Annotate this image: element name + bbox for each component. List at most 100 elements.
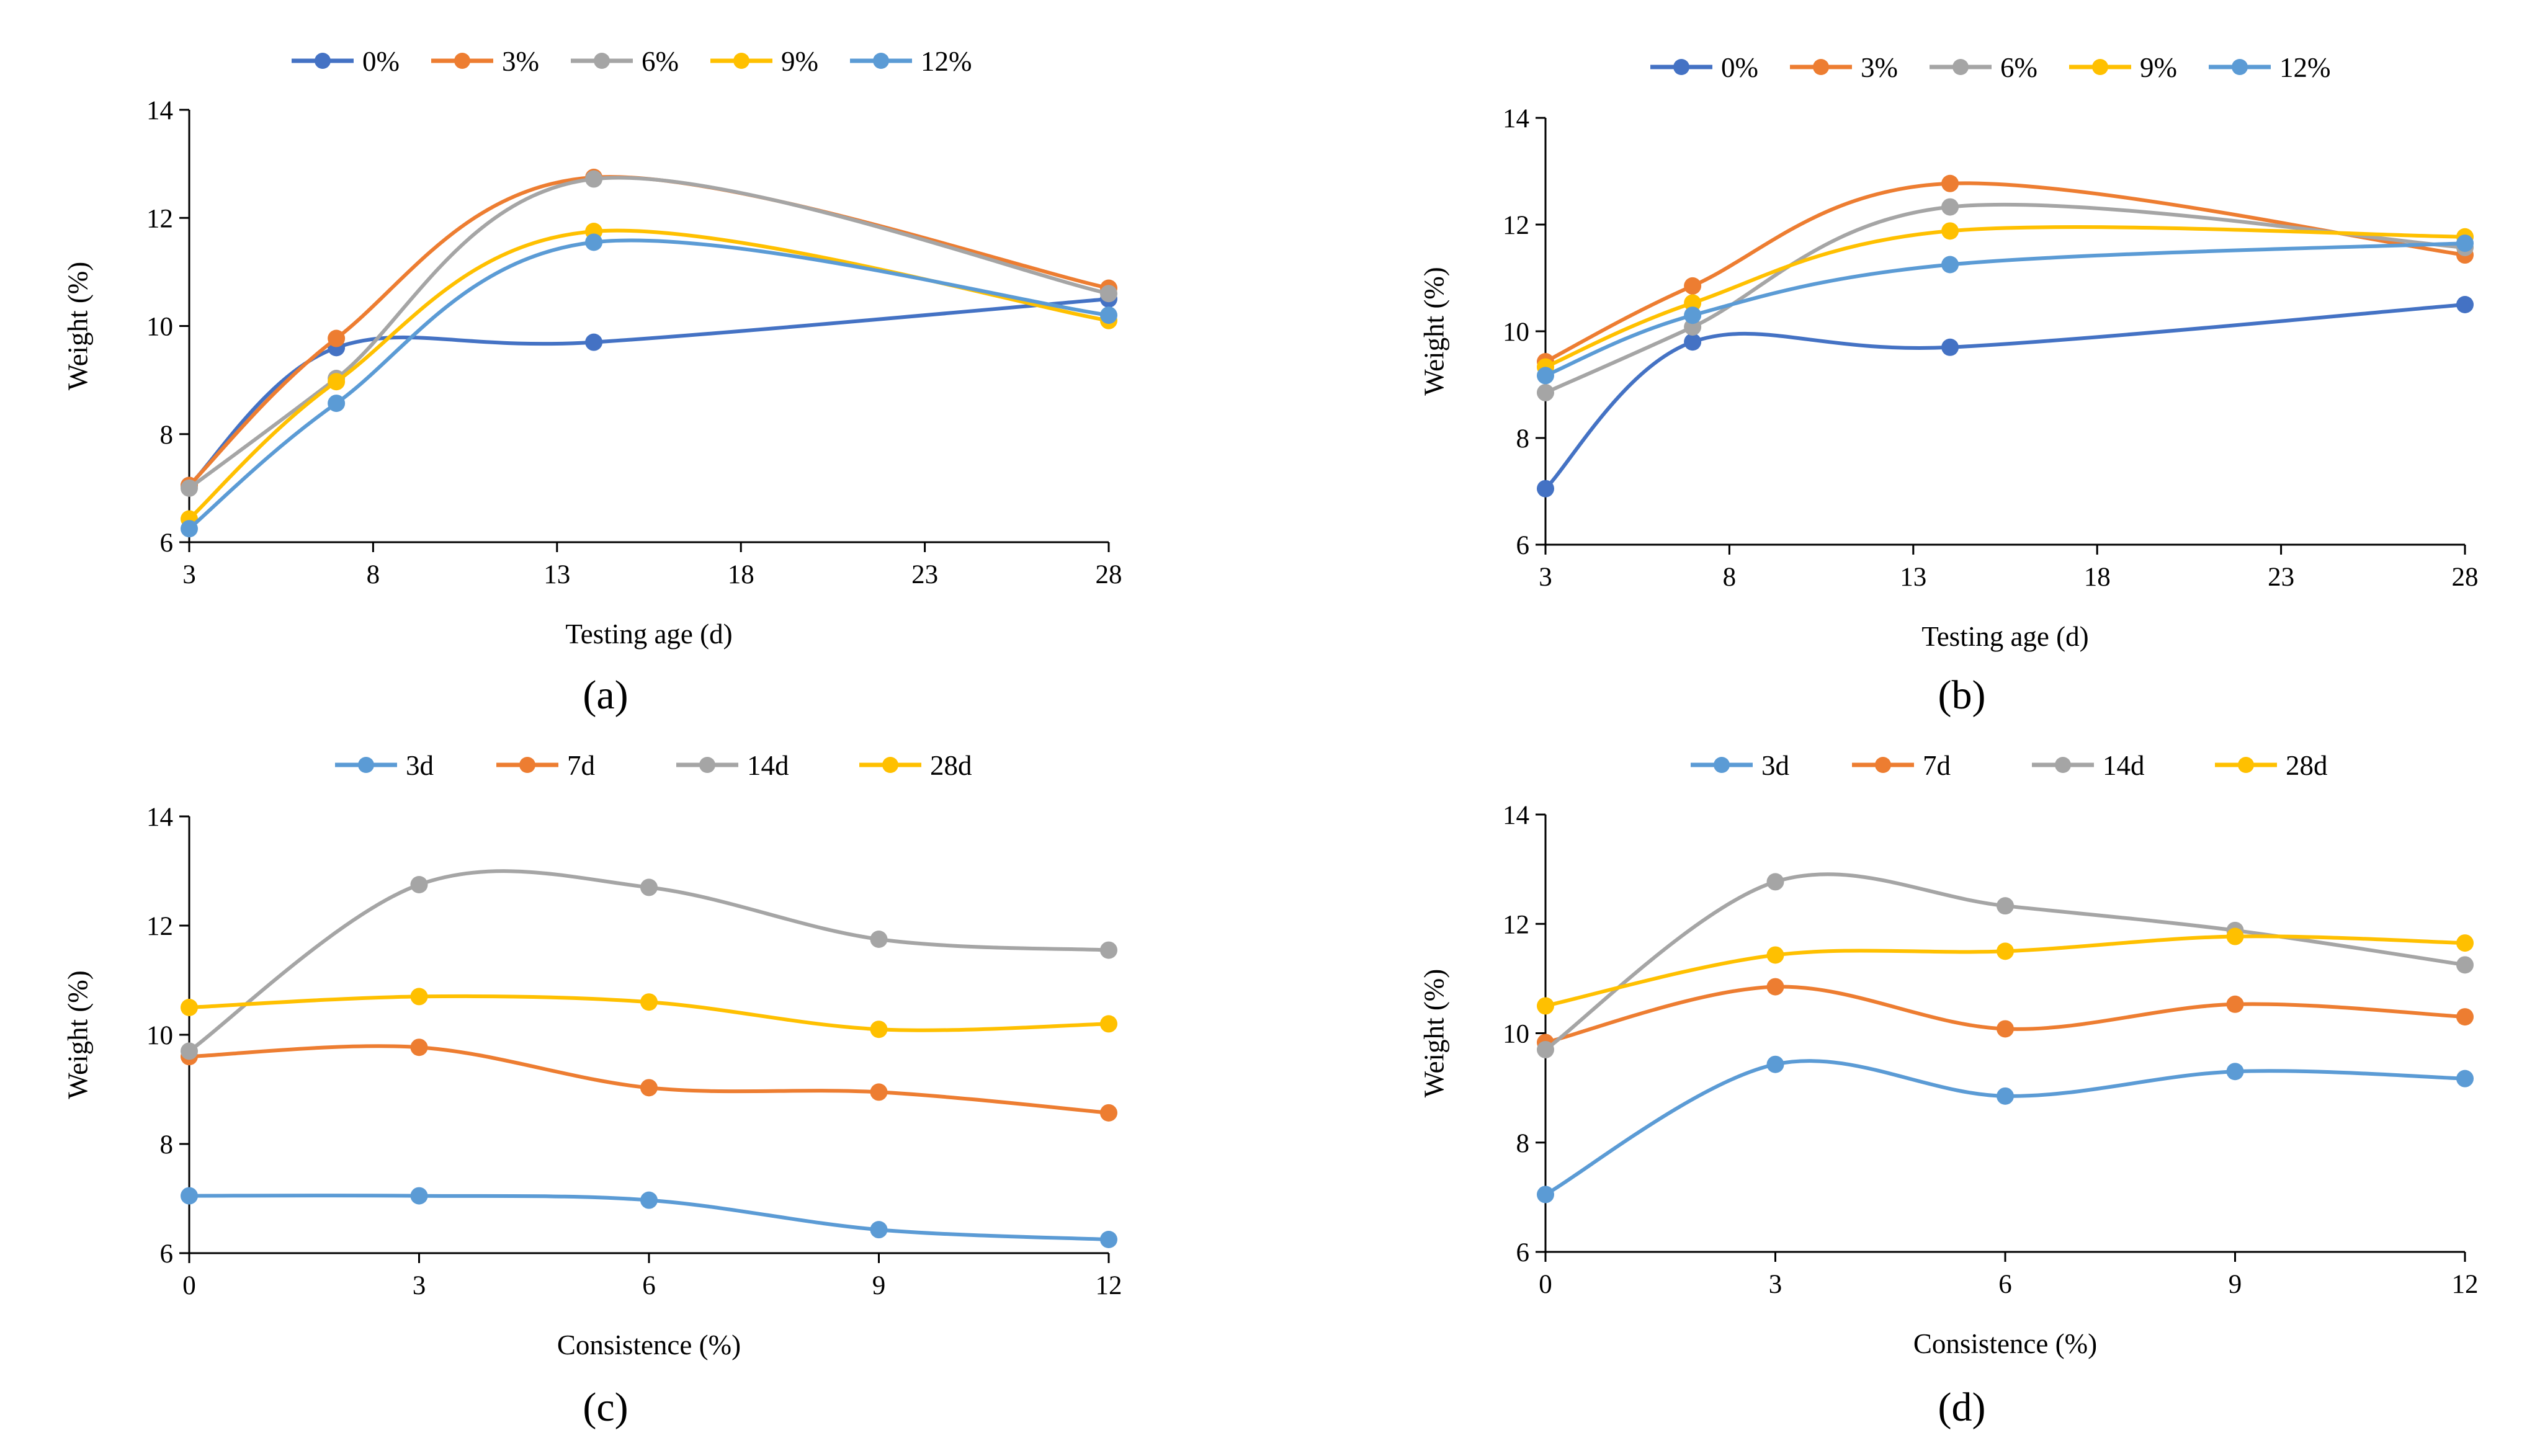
panel-b-point-9pct-x14 — [1941, 222, 1959, 240]
panel-a-y-tick-label: 8 — [160, 421, 174, 450]
panel-d-point-3d-x0 — [1537, 1186, 1554, 1204]
panel-d-point-3d-x3 — [1766, 1055, 1784, 1073]
panel-c-legend-marker-3d — [358, 757, 374, 773]
panel-b-x-tick-label: 8 — [1723, 563, 1737, 592]
panel-c-series-7d — [181, 1038, 1117, 1122]
panel-d-legend-item-28d[interactable]: 28d — [2215, 750, 2328, 781]
panel-a: 6 8 10 12 14 3 8 13 18 23 28 Testing age (d) Weight … — [62, 46, 1122, 718]
panel-a-x-tick-label: 3 — [182, 560, 196, 589]
panel-c-point-3d-x6 — [640, 1191, 658, 1209]
panel-b-x-tick-label: 18 — [2084, 563, 2111, 592]
panel-c-legend-label-7d: 7d — [567, 750, 595, 781]
panel-b-legend-marker-12pct — [2232, 59, 2248, 75]
panel-c-x-tick-label: 12 — [1096, 1271, 1122, 1300]
panel-b-legend-label-9pct: 9% — [2140, 52, 2177, 83]
panel-d-point-28d-x9 — [2226, 927, 2244, 945]
panel-c-series-28d — [181, 988, 1117, 1038]
panel-c-x-tick-label: 6 — [642, 1271, 656, 1300]
panel-b-point-0pct-x14 — [1941, 338, 1959, 356]
panel-b-legend-item-3pct[interactable]: 3% — [1790, 52, 1898, 83]
panel-b-point-0pct-x3 — [1537, 480, 1554, 498]
panel-b-legend-item-12pct[interactable]: 12% — [2209, 52, 2331, 83]
panel-b-point-3pct-x14 — [1941, 174, 1959, 192]
panel-a-legend-label-9pct: 9% — [781, 46, 818, 77]
panel-c-point-28d-x6 — [640, 993, 658, 1011]
panel-b-line-3pct — [1544, 181, 2467, 364]
panel-d-y-tick-label: 10 — [1503, 1020, 1529, 1049]
panel-c-point-3d-x12 — [1100, 1231, 1117, 1248]
panel-a-legend-marker-0pct — [315, 53, 331, 69]
panel-d-legend-item-3d[interactable]: 3d — [1691, 750, 1789, 781]
panel-d-point-7d-x3 — [1766, 978, 1784, 996]
panel-d-line-3d — [1544, 1059, 2467, 1197]
panel-c-series-14d — [181, 869, 1117, 1060]
panel-a-legend-item-0pct[interactable]: 0% — [292, 46, 400, 77]
panel-b-point-12pct-x28 — [2456, 234, 2474, 252]
panel-c-legend-marker-28d — [882, 757, 898, 773]
panel-a-legend-item-12pct[interactable]: 12% — [850, 46, 972, 77]
panel-c-legend-item-7d[interactable]: 7d — [496, 750, 595, 781]
panel-a-point-6pct-x3 — [181, 479, 198, 497]
panel-a-series-9pct — [181, 223, 1117, 528]
panel-b-x-tick-label: 3 — [1539, 563, 1552, 592]
panel-d-series-3d — [1537, 1055, 2474, 1204]
panel-c-legend-item-28d[interactable]: 28d — [859, 750, 972, 781]
panel-b-point-0pct-x7 — [1684, 333, 1702, 351]
panel-d-point-7d-x9 — [2226, 995, 2244, 1013]
panel-d-legend-marker-14d — [2055, 757, 2071, 773]
panel-b-y-tick-label: 10 — [1503, 318, 1529, 347]
panel-a-point-6pct-x14 — [585, 170, 603, 188]
panel-d-legend-marker-3d — [1714, 757, 1730, 773]
panel-c-point-14d-x6 — [640, 878, 658, 896]
panel-a-x-axis-title: Testing age (d) — [565, 619, 732, 650]
panel-a-legend-marker-6pct — [594, 53, 610, 69]
panel-b-y-tick-label: 12 — [1503, 211, 1529, 240]
panel-a-point-0pct-x14 — [585, 333, 603, 351]
panel-c-point-7d-x3 — [410, 1038, 428, 1056]
panel-d-x-tick-label: 9 — [2229, 1270, 2242, 1299]
panel-d-legend: 3d 7d 14d 28d — [1691, 750, 2328, 781]
panel-c-legend-item-3d[interactable]: 3d — [335, 750, 434, 781]
panel-b-line-6pct — [1544, 202, 2467, 395]
panel-a-legend-marker-9pct — [733, 53, 749, 69]
panel-a-point-9pct-x7 — [328, 373, 346, 391]
panel-d-legend-marker-7d — [1875, 757, 1891, 773]
panel-d-point-3d-x9 — [2226, 1063, 2244, 1081]
panel-b-line-0pct — [1544, 303, 2467, 491]
panel-a-legend: 0% 3% 6% 9% 12% — [292, 46, 972, 77]
panel-a-legend-item-6pct[interactable]: 6% — [571, 46, 679, 77]
panel-c-y-tick-label: 14 — [146, 803, 173, 832]
panel-d-point-14d-x6 — [1997, 897, 2014, 915]
panel-d-legend-label-7d: 7d — [1923, 750, 1951, 781]
panel-a-y-tick-label: 12 — [146, 204, 173, 233]
panel-a-line-6pct — [187, 176, 1111, 490]
panel-c-legend-item-14d[interactable]: 14d — [676, 750, 789, 781]
panel-c-x-tick-label: 0 — [182, 1271, 196, 1300]
panel-c-point-28d-x3 — [410, 988, 428, 1006]
panel-c-y-tick-label: 6 — [160, 1239, 174, 1269]
panel-b-legend-item-6pct[interactable]: 6% — [1930, 52, 2037, 83]
panel-b-legend-item-0pct[interactable]: 0% — [1650, 52, 1758, 83]
panel-d-legend-item-14d[interactable]: 14d — [2032, 750, 2145, 781]
panel-b-x-tick-label: 13 — [1900, 563, 1926, 592]
panel-d-legend-item-7d[interactable]: 7d — [1852, 750, 1951, 781]
panel-d-point-14d-x0 — [1537, 1040, 1554, 1058]
panel-a-legend-item-9pct[interactable]: 9% — [710, 46, 818, 77]
panel-d-point-28d-x12 — [2456, 934, 2474, 952]
panel-b-point-12pct-x14 — [1941, 256, 1959, 274]
panel-a-x-tick-label: 23 — [911, 560, 938, 589]
panel-b-y-tick-label: 14 — [1503, 104, 1529, 133]
panel-c-y-tick-label: 8 — [160, 1130, 174, 1159]
panel-b-y-tick-label: 6 — [1516, 531, 1530, 560]
panel-a-legend-label-0pct: 0% — [362, 46, 400, 77]
panel-b-line-12pct — [1544, 241, 2467, 378]
panel-b-legend-item-9pct[interactable]: 9% — [2069, 52, 2177, 83]
panel-c-legend-marker-7d — [519, 757, 535, 773]
panel-c-point-14d-x0 — [181, 1042, 198, 1060]
panel-a-y-tick-label: 6 — [160, 529, 174, 558]
panel-a-legend-item-3pct[interactable]: 3% — [431, 46, 539, 77]
panel-a-legend-marker-12pct — [873, 53, 889, 69]
panel-c-y-axis-title: Weight (%) — [62, 970, 93, 1099]
panel-c-point-28d-x0 — [181, 999, 198, 1016]
